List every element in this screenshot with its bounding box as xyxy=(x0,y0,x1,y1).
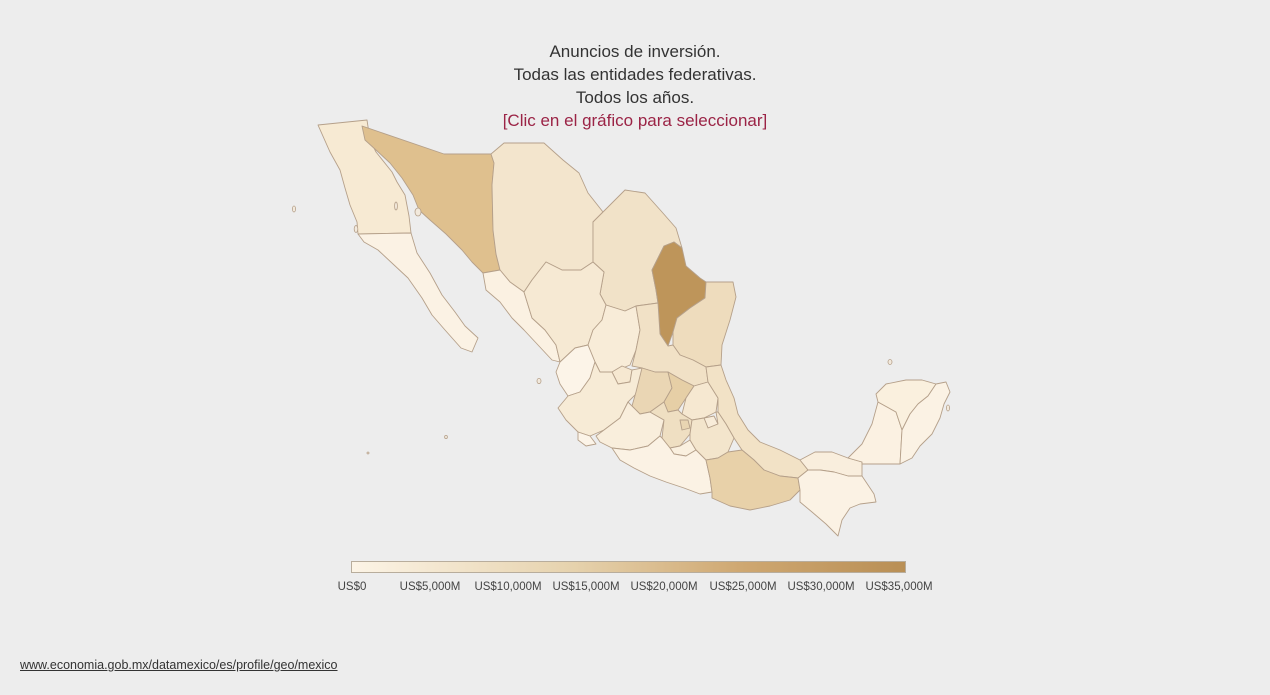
state-puebla[interactable] xyxy=(689,411,735,461)
island-tres-marias xyxy=(536,377,542,384)
legend-color-scale xyxy=(351,561,906,573)
island-cedros xyxy=(353,225,359,233)
legend-tick: US$15,000M xyxy=(552,581,620,593)
state-cdmx[interactable] xyxy=(679,419,691,431)
island-guadalupe xyxy=(291,205,296,213)
state-colima[interactable] xyxy=(577,431,597,447)
legend-tick: US$10,000M xyxy=(474,581,542,593)
island-tiburon xyxy=(414,207,422,217)
legend-tick: US$30,000M xyxy=(787,581,855,593)
chart-title: Anuncios de inversión. Todas las entidad… xyxy=(0,40,1270,132)
island-angel-de-la-guarda xyxy=(394,201,398,211)
title-line-3: Todos los años. xyxy=(575,88,695,107)
legend-ticks: US$0 US$5,000M US$10,000M US$15,000M US$… xyxy=(0,581,1270,597)
legend-tick: US$20,000M xyxy=(630,581,698,593)
legend-tick: US$25,000M xyxy=(709,581,777,593)
title-line-2: Todas las entidades federativas. xyxy=(513,65,757,84)
legend-tick: US$5,000M xyxy=(399,581,461,593)
legend-tick: US$35,000M xyxy=(865,581,933,593)
legend-tick: US$0 xyxy=(337,581,367,593)
island-arrecife-alacranes xyxy=(887,359,893,365)
state-quintana-roo[interactable] xyxy=(899,381,951,465)
island-revillagigedo xyxy=(444,434,448,439)
state-baja-california-sur[interactable] xyxy=(357,232,479,353)
select-hint: [Clic en el gráfico para seleccionar] xyxy=(502,111,768,130)
island-cozumel xyxy=(946,404,951,412)
source-link[interactable]: www.economia.gob.mx/datamexico/es/profil… xyxy=(20,658,338,672)
island-clarion xyxy=(366,451,370,455)
state-estado-de-mexico[interactable] xyxy=(649,401,693,449)
title-line-1: Anuncios de inversión. xyxy=(549,42,721,61)
state-chiapas[interactable] xyxy=(797,469,877,537)
